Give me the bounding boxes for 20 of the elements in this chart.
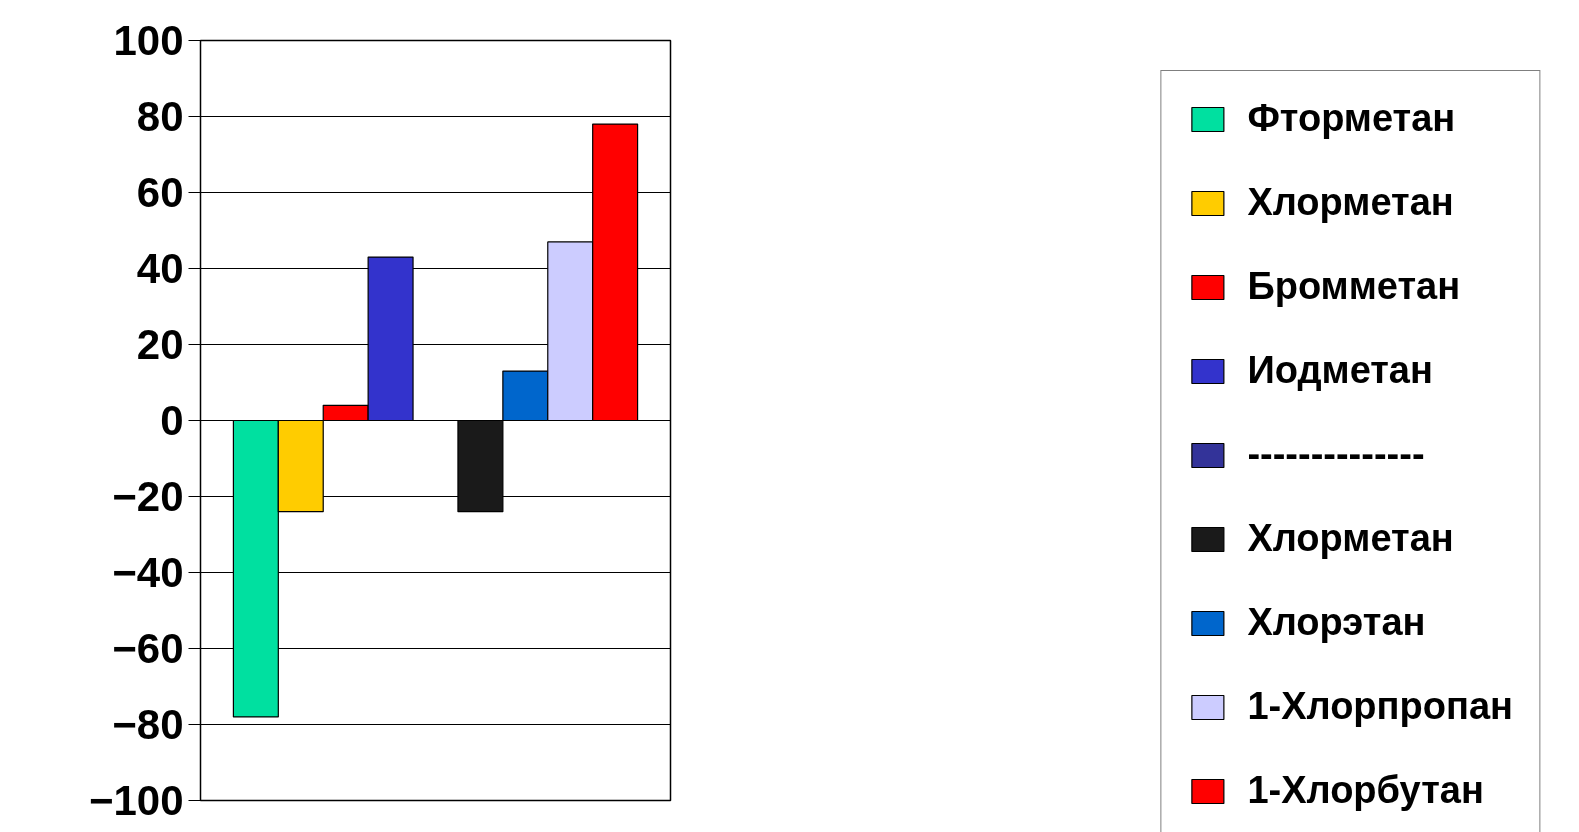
y-tick-label: −40: [112, 549, 184, 596]
y-tick-label: 20: [136, 321, 184, 368]
legend-label: Хлорметан: [1247, 517, 1454, 560]
y-tick-label: −80: [112, 701, 184, 748]
y-tick-label: 60: [136, 169, 184, 216]
legend-label: Хлорэтан: [1247, 601, 1426, 644]
legend-label: Бромметан: [1247, 265, 1461, 308]
y-tick-label: 80: [136, 93, 184, 140]
y-tick-label: 40: [136, 245, 184, 292]
legend-label: 1-Хлорбутан: [1247, 769, 1484, 812]
legend-label: Хлорметан: [1247, 181, 1454, 224]
legend-label: Фторметан: [1247, 97, 1456, 140]
legend-label: Иодметан: [1247, 349, 1433, 392]
y-tick-label: −60: [112, 625, 184, 672]
y-tick-label: 100: [113, 17, 184, 64]
legend-label: 1-Хлорпропан: [1247, 685, 1513, 728]
legend-label: --------------: [1247, 433, 1425, 476]
y-tick-label: −20: [112, 473, 184, 520]
y-tick-label: 0: [160, 397, 184, 444]
y-tick-label: −100: [88, 777, 184, 824]
